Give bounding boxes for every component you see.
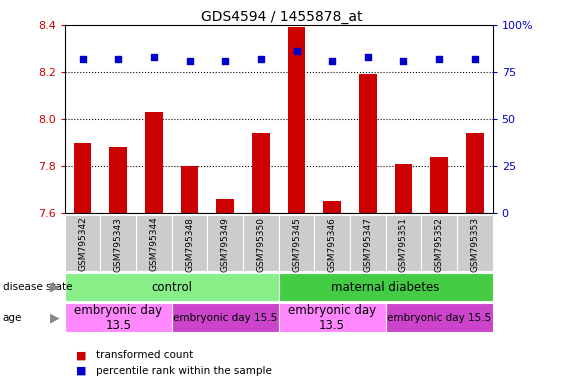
Bar (323, 201, 341, 213)
Bar (252, 133, 270, 213)
Text: embryonic day 15.5: embryonic day 15.5 (173, 313, 278, 323)
Bar (279, 303, 386, 332)
Bar (100, 215, 136, 271)
Text: percentile rank within the sample: percentile rank within the sample (96, 366, 271, 376)
Point (470, 56, 479, 62)
Bar (279, 273, 493, 301)
Text: GSM795344: GSM795344 (149, 217, 158, 271)
Bar (136, 215, 172, 271)
Bar (279, 215, 314, 271)
Text: ▶: ▶ (50, 311, 59, 324)
Text: GSM795347: GSM795347 (363, 217, 372, 271)
Text: control: control (151, 281, 192, 293)
Text: GSM795350: GSM795350 (256, 217, 265, 272)
Text: disease state: disease state (3, 282, 72, 292)
Point (363, 54, 372, 60)
Bar (350, 215, 386, 271)
Text: ■: ■ (76, 350, 87, 360)
Bar (421, 215, 457, 271)
Bar (65, 273, 279, 301)
Text: GSM795353: GSM795353 (470, 217, 479, 272)
Bar (466, 133, 484, 213)
Bar (207, 215, 243, 271)
Point (149, 54, 158, 60)
Text: maternal diabetes: maternal diabetes (332, 281, 440, 293)
Text: GSM795345: GSM795345 (292, 217, 301, 271)
Bar (65, 215, 100, 271)
Bar (395, 164, 412, 213)
Text: GSM795346: GSM795346 (328, 217, 337, 271)
Point (435, 56, 444, 62)
Point (256, 56, 265, 62)
Bar (181, 166, 198, 213)
Bar (314, 215, 350, 271)
Bar (172, 215, 207, 271)
Text: GSM795342: GSM795342 (78, 217, 87, 271)
Point (114, 56, 123, 62)
Point (399, 58, 408, 64)
Text: GSM795343: GSM795343 (114, 217, 123, 271)
Bar (216, 199, 234, 213)
Text: GSM795351: GSM795351 (399, 217, 408, 272)
Text: embryonic day
13.5: embryonic day 13.5 (74, 304, 162, 332)
Point (328, 58, 337, 64)
Text: embryonic day 15.5: embryonic day 15.5 (387, 313, 491, 323)
Bar (145, 112, 163, 213)
Bar (65, 303, 172, 332)
Point (221, 58, 230, 64)
Bar (386, 215, 421, 271)
Text: GDS4594 / 1455878_at: GDS4594 / 1455878_at (201, 10, 362, 23)
Bar (74, 142, 91, 213)
Text: age: age (3, 313, 22, 323)
Text: GSM795349: GSM795349 (221, 217, 230, 271)
Bar (457, 215, 493, 271)
Point (292, 48, 301, 55)
Bar (386, 303, 493, 332)
Text: transformed count: transformed count (96, 350, 193, 360)
Bar (359, 74, 377, 213)
Point (78, 56, 87, 62)
Bar (109, 147, 127, 213)
Bar (172, 303, 279, 332)
Text: GSM795352: GSM795352 (435, 217, 444, 271)
Point (185, 58, 194, 64)
Text: GSM795348: GSM795348 (185, 217, 194, 271)
Text: ▶: ▶ (50, 281, 59, 293)
Bar (430, 157, 448, 213)
Text: ■: ■ (76, 366, 87, 376)
Text: embryonic day
13.5: embryonic day 13.5 (288, 304, 376, 332)
Bar (288, 27, 305, 213)
Bar (243, 215, 279, 271)
